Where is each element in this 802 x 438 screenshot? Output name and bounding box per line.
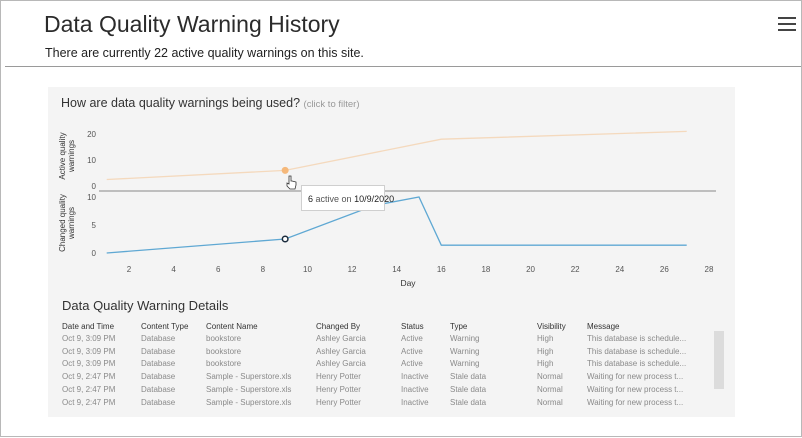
- table-cell: Database: [141, 396, 206, 409]
- table-cell: Oct 9, 2:47 PM: [62, 396, 141, 409]
- column-header[interactable]: Date and Time: [62, 320, 141, 332]
- hamburger-menu-icon[interactable]: [778, 17, 796, 31]
- table-cell: Ashley Garcia: [316, 345, 401, 358]
- table-cell: bookstore: [206, 332, 316, 345]
- table-cell: Waiting for new process t...: [587, 370, 697, 383]
- table-cell: Active: [401, 358, 450, 371]
- table-cell: Waiting for new process t...: [587, 396, 697, 409]
- table-cell: Stale data: [450, 383, 537, 396]
- table-cell: This database is schedule...: [587, 358, 697, 371]
- chart-hint[interactable]: (click to filter): [304, 99, 360, 110]
- tooltip-date: 10/9/2020: [354, 194, 394, 204]
- tooltip-value: 6: [308, 194, 313, 204]
- table-cell: Database: [141, 345, 206, 358]
- table-cell: Warning: [450, 345, 537, 358]
- table-cell: Database: [141, 332, 206, 345]
- tooltip-text: active on: [316, 194, 352, 204]
- table-cell: bookstore: [206, 345, 316, 358]
- table-cell: High: [537, 332, 587, 345]
- table-cell: Warning: [450, 332, 537, 345]
- table-cell: Normal: [537, 370, 587, 383]
- table-cell: Database: [141, 370, 206, 383]
- chart-tooltip: 6 active on 10/9/2020: [301, 185, 385, 211]
- column-header[interactable]: Changed By: [316, 320, 401, 332]
- table-cell: Normal: [537, 383, 587, 396]
- table-cell: Oct 9, 2:47 PM: [62, 383, 141, 396]
- table-cell: Stale data: [450, 396, 537, 409]
- table-cell: Database: [141, 358, 206, 371]
- table-cell: This database is schedule...: [587, 345, 697, 358]
- chart-question-text: How are data quality warnings being used…: [61, 96, 300, 110]
- table-cell: Inactive: [401, 383, 450, 396]
- table-cell: Sample - Superstore.xls: [206, 370, 316, 383]
- table-scrollbar[interactable]: [714, 331, 724, 389]
- table-cell: Oct 9, 2:47 PM: [62, 370, 141, 383]
- table-cell: Henry Potter: [316, 396, 401, 409]
- table-cell: Oct 9, 3:09 PM: [62, 358, 141, 371]
- table-cell: Oct 9, 3:09 PM: [62, 332, 141, 345]
- table-cell: Ashley Garcia: [316, 358, 401, 371]
- table-cell: Sample - Superstore.xls: [206, 383, 316, 396]
- column-header[interactable]: Visibility: [537, 320, 587, 332]
- table-cell: Stale data: [450, 370, 537, 383]
- page-subtitle: There are currently 22 active quality wa…: [45, 46, 364, 60]
- table-cell: Warning: [450, 358, 537, 371]
- table-cell: Active: [401, 332, 450, 345]
- table-cell: Database: [141, 383, 206, 396]
- table-cell: Oct 9, 3:09 PM: [62, 345, 141, 358]
- details-title: Data Quality Warning Details: [62, 298, 228, 313]
- column-header[interactable]: Content Name: [206, 320, 316, 332]
- table-cell: Normal: [537, 396, 587, 409]
- header-divider: [5, 66, 801, 67]
- table-cell: High: [537, 345, 587, 358]
- table-cell: Inactive: [401, 370, 450, 383]
- table-cell: Inactive: [401, 396, 450, 409]
- chart-question: How are data quality warnings being used…: [61, 96, 359, 110]
- table-cell: Henry Potter: [316, 370, 401, 383]
- table-cell: Ashley Garcia: [316, 332, 401, 345]
- table-cell: bookstore: [206, 358, 316, 371]
- column-header[interactable]: Content Type: [141, 320, 206, 332]
- table-cell: Active: [401, 345, 450, 358]
- table-cell: Waiting for new process t...: [587, 383, 697, 396]
- table-cell: This database is schedule...: [587, 332, 697, 345]
- column-header[interactable]: Message: [587, 320, 697, 332]
- table-cell: Henry Potter: [316, 383, 401, 396]
- table-cell: High: [537, 358, 587, 371]
- page-title: Data Quality Warning History: [44, 11, 340, 38]
- table-cell: Sample - Superstore.xls: [206, 396, 316, 409]
- column-header[interactable]: Status: [401, 320, 450, 332]
- column-header[interactable]: Type: [450, 320, 537, 332]
